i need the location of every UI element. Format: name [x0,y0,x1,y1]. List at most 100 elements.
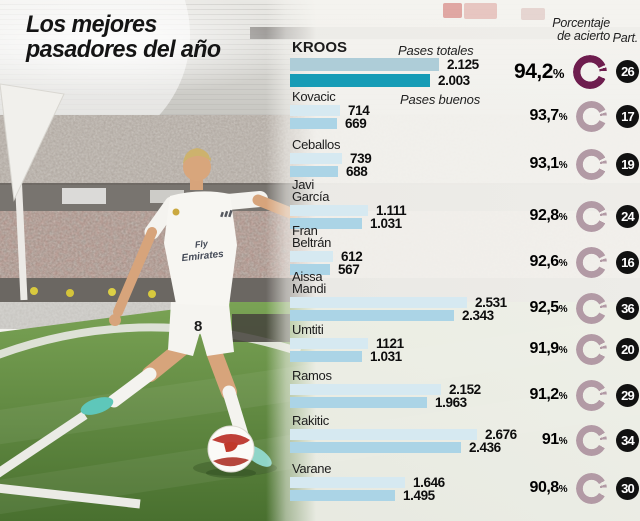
accuracy-donut [576,379,607,411]
player-row: KROOS 2.125 2.003 94,2% 26 [290,39,640,89]
pases-totales-value: 1.646 [413,474,445,490]
pases-totales-bar [290,153,342,164]
pases-totales-bar [290,429,477,440]
accuracy-donut [576,472,607,504]
title-glow [0,0,310,95]
accuracy-percent: 93,1% [529,155,568,172]
pases-buenos-bar [290,397,427,408]
player-head [183,153,211,181]
pases-totales-bar [290,297,467,308]
pitch-line-touch [0,411,88,478]
pases-buenos-bar [290,264,330,275]
matches-badge: 20 [616,337,639,361]
player-row: Ramos 2.152 1.963 91,2% 29 [290,368,640,411]
pases-buenos-value: 1.495 [403,487,435,503]
pases-totales-value: 1.111 [376,202,407,218]
pases-buenos-value: 2.436 [469,439,501,455]
pases-totales-value: 714 [348,102,370,118]
player-name: Ramos [292,368,332,383]
pases-totales-bar [290,251,333,262]
accuracy-donut [576,100,607,132]
player-name: Aissa Mandi [292,269,326,296]
pases-buenos-bar [290,74,430,87]
scoreboard-artifact [521,8,545,20]
player-name: KROOS [292,39,348,56]
accuracy-percent: 90,8% [529,479,568,496]
accuracy-donut [576,424,607,456]
pases-totales-value: 2.125 [447,56,479,72]
matches-badge: 17 [616,104,639,128]
club-crest [172,208,180,216]
shorts-number: 8 [194,318,202,335]
accuracy-percent: 94,2% [514,60,564,83]
accuracy-percent: 92,8% [529,207,568,224]
pases-buenos-value: 1.963 [435,394,467,410]
matches-badge: 34 [616,428,639,452]
pases-totales-bar [290,205,368,216]
player-row: Fran Beltrán 612 567 92,6% 16 [290,224,640,278]
pases-buenos-bar [290,310,454,321]
matches-badge: 29 [616,383,639,407]
pases-totales-value: 612 [341,248,363,264]
player-row: Javi García 1.111 1.031 92,8% 24 [290,177,640,232]
pitch-line-goal [0,483,141,509]
accuracy-donut [573,54,607,89]
pases-totales-value: 2.531 [475,294,507,310]
player-name: Kovacic [292,89,336,104]
accuracy-percent: 91,9% [529,340,568,357]
accuracy-donut [576,200,607,232]
pases-totales-value: 2.676 [485,426,517,442]
matches-badge: 30 [616,476,639,500]
player-row: Kovacic 714 669 93,7% 17 [290,89,640,132]
pases-totales-bar [290,58,439,71]
shorts [168,302,234,356]
scoreboard-artifact [464,3,497,19]
pases-buenos-value: 567 [338,261,360,277]
pases-totales-bar [290,477,405,488]
player-name: Varane [292,461,332,476]
matches-badge: 19 [616,152,639,176]
pases-buenos-bar [290,490,395,501]
accuracy-donut [576,333,607,365]
accuracy-donut [576,148,607,180]
legend-pases-totales: Pases totales [398,43,474,58]
player-name: Umtiti [292,322,324,337]
pases-buenos-bar [290,118,337,129]
player-row: Ceballos 739 688 93,1% 19 [290,137,640,180]
pases-totales-bar [290,105,340,116]
player-row: Varane 1.646 1.495 90,8% 30 [290,461,640,504]
accuracy-percent: 92,6% [529,253,568,270]
legend-pases-buenos: Pases buenos [400,92,480,107]
adidas-logo [220,209,233,218]
pases-buenos-bar [290,351,362,362]
pases-buenos-value: 2.343 [462,307,494,323]
player-name: Rakitic [292,413,329,428]
matches-badge: 36 [616,296,639,320]
player-row: Umtiti 1121 1.031 91,9% 20 [290,322,640,365]
pases-totales-value: 2.152 [449,381,481,397]
matches-badge: 26 [616,60,639,83]
accuracy-donut [576,292,607,324]
accuracy-percent: 91% [541,431,568,448]
player-name: Javi García [292,177,330,204]
player-kroos: Fly Emirates 8 [80,148,299,476]
left-boot [80,397,114,415]
pases-buenos-bar [290,218,362,229]
column-header-accuracy: Porcentaje de acierto [552,16,610,43]
pases-buenos-value: 688 [346,163,368,179]
pases-totales-bar [290,338,368,349]
title-line1: Los mejores [26,11,157,38]
jersey-sponsor: Fly Emirates [181,238,225,264]
player-name: Ceballos [292,137,341,152]
pases-buenos-value: 669 [345,115,367,131]
svg-text:Fly: Fly [194,238,209,249]
scoreboard-artifact [443,3,462,18]
pases-buenos-value: 1.031 [370,348,402,364]
pases-buenos-bar [290,442,461,453]
pases-buenos-value: 1.031 [370,215,402,231]
accuracy-percent: 93,7% [529,107,568,124]
svg-text:Emirates: Emirates [181,249,225,264]
player-row: Rakitic 2.676 2.436 91% 34 [290,413,640,456]
matches-badge: 16 [616,250,639,274]
